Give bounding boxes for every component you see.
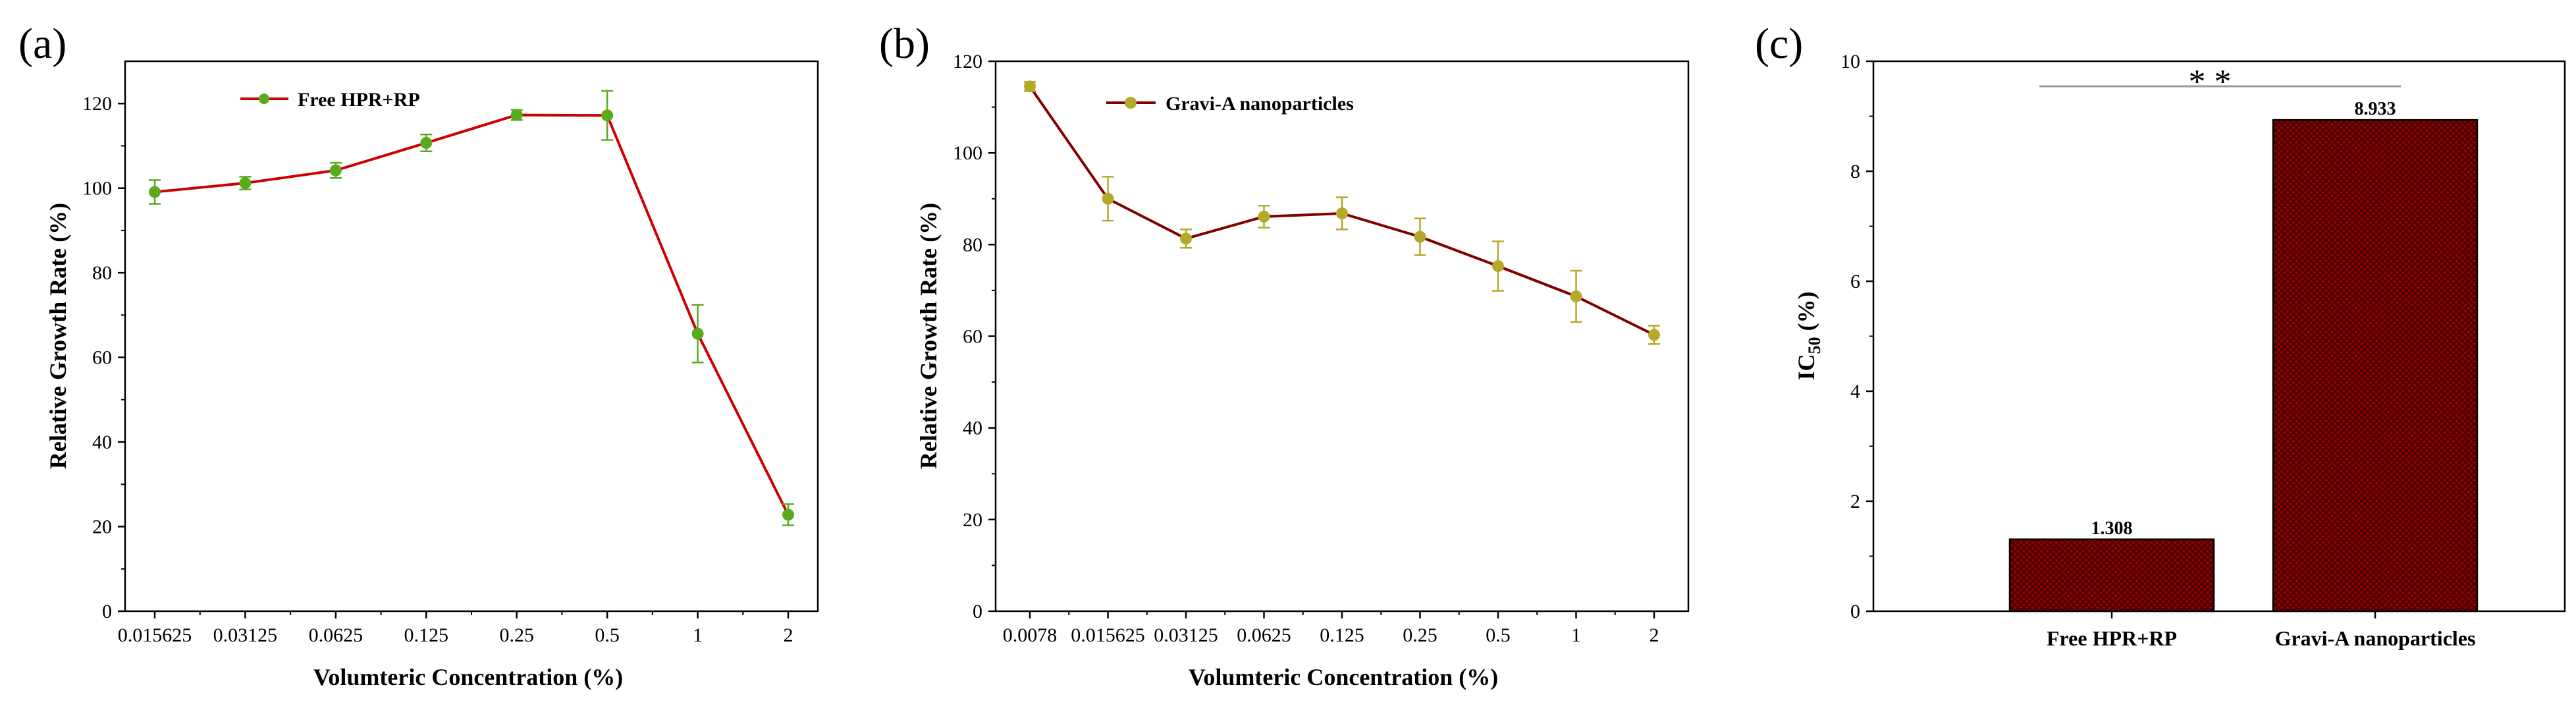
panel-b: (b) 0 20 40 60 80 100 120 0.0078 0.015625 0.0312… [879, 20, 1690, 690]
panel-b-x-tick-label-1: 0.015625 [1071, 624, 1145, 646]
panel-a-data-point-3 [420, 136, 433, 149]
panel-b-y-tick-label-6: 120 [953, 51, 982, 72]
panel-a-series [149, 90, 794, 526]
panel-a-data-point-7 [782, 508, 794, 521]
panel-a-legend: Free HPR+RP [240, 89, 420, 111]
panel-c-significance-stars: * * [2189, 63, 2232, 101]
panel-a-x-tick-label-1: 0.03125 [213, 624, 278, 646]
panel-a-legend-label: Free HPR+RP [298, 89, 420, 111]
panel-a-y-tick-label-3: 60 [92, 347, 112, 369]
panel-a-data-point-0 [149, 186, 161, 198]
panel-c-bar-0 [2008, 538, 2215, 613]
panel-c-bar-value-label-1: 8.933 [2355, 99, 2396, 119]
panel-a-x-tick-label-4: 0.25 [499, 624, 534, 646]
panel-c-significance: * * [2039, 63, 2401, 101]
panel-a-x-tick-label-2: 0.0625 [309, 624, 363, 646]
panel-a-y-tick-label-1: 20 [92, 516, 112, 538]
panel-a-y-tick-label-5: 100 [82, 178, 112, 200]
panel-a-y-tick-label-6: 120 [82, 93, 112, 115]
panel-c-bar-1 [2272, 119, 2479, 613]
panel-b-data-point-1 [1102, 192, 1114, 205]
panel-c-label: (c) [1755, 20, 1803, 68]
panel-b-y-title: Relative Growth Rate (%) [915, 203, 942, 469]
panel-b-data-point-0 [1024, 80, 1036, 93]
panel-b-legend: Gravi-A nanoparticles [1106, 93, 1354, 115]
panel-b-x-title: Volumteric Concentration (%) [1189, 664, 1499, 690]
panel-a-data-point-2 [329, 164, 342, 177]
panel-b-y-tick-label-2: 40 [963, 418, 982, 439]
panel-b-y-tick-label-0: 0 [973, 601, 982, 622]
panel-c-bars: 1.308 8.933 [2008, 99, 2479, 613]
panel-b-data-point-3 [1258, 210, 1270, 223]
panel-b-data-point-2 [1180, 232, 1192, 245]
panel-b-y-tick-label-5: 100 [953, 142, 982, 164]
panel-b-data-point-8 [1648, 329, 1660, 341]
panel-c-y-title: IC50 (%) [1793, 292, 1824, 381]
panel-b-frame [994, 60, 1690, 613]
panel-a-frame [124, 60, 819, 613]
panel-a-data-point-5 [601, 109, 614, 122]
panel-a-y-tick-label-2: 40 [92, 431, 112, 453]
panel-a-y-ticks: 0 20 40 60 80 100 120 [82, 93, 125, 622]
panel-a-x-title: Volumteric Concentration (%) [313, 664, 624, 690]
panel-b-data-point-4 [1336, 207, 1348, 220]
panel-b-legend-marker [1125, 97, 1137, 109]
panel-b-data-point-6 [1492, 260, 1504, 273]
panel-a-x-tick-label-6: 1 [693, 624, 703, 646]
panel-c-y-ticks: 0 2 4 6 8 10 [1840, 51, 1873, 622]
panel-c-y-tick-label-1: 2 [1850, 491, 1860, 512]
panel-b-x-tick-label-8: 2 [1650, 624, 1659, 646]
panel-a-y-tick-label-4: 80 [92, 262, 112, 284]
panel-c-y-tick-label-4: 8 [1850, 161, 1860, 182]
panel-b-y-tick-label-4: 80 [963, 234, 982, 256]
panel-b-y-tick-label-3: 60 [963, 326, 982, 348]
panel-c-bar-value-label-0: 1.308 [2091, 518, 2133, 539]
panel-a-x-tick-label-7: 2 [784, 624, 793, 646]
panel-a-data-point-1 [239, 177, 252, 189]
panel-a-x-tick-label-5: 0.5 [595, 624, 620, 646]
panel-c-x-category-label-1: Gravi-A nanoparticles [2275, 626, 2476, 650]
panel-a-data-point-4 [510, 109, 523, 121]
panel-a-y-title: Relative Growth Rate (%) [45, 203, 71, 469]
panel-b-x-tick-label-2: 0.03125 [1154, 624, 1218, 646]
panel-a-x-ticks: 0.015625 0.03125 0.0625 0.125 0.25 0.5 1 2 [118, 611, 793, 646]
panel-a-x-tick-label-0: 0.015625 [118, 624, 192, 646]
panel-a-series-line-0 [154, 113, 790, 516]
panel-b-legend-label: Gravi-A nanoparticles [1166, 93, 1354, 115]
panel-a-data-point-6 [691, 327, 704, 340]
panel-c-x-category-label-0: Free HPR+RP [2047, 626, 2177, 650]
panel-a-legend-marker [259, 94, 269, 104]
panel-b-data-point-7 [1570, 290, 1582, 302]
panel-c-y-tick-label-2: 4 [1850, 381, 1860, 402]
panel-c-y-tick-label-5: 10 [1840, 51, 1860, 72]
panel-c-y-tick-label-0: 0 [1850, 601, 1860, 622]
panel-b-y-ticks: 0 20 40 60 80 100 120 [953, 51, 996, 622]
panel-c-x-categories: Free HPR+RP Gravi-A nanoparticles [2047, 611, 2475, 650]
panel-a-label: (a) [18, 20, 67, 68]
panel-b-x-tick-label-6: 0.5 [1486, 624, 1511, 646]
panel-b-series [1024, 80, 1660, 345]
panel-b-data-point-5 [1414, 231, 1426, 243]
panel-c: (c) 0 2 4 6 8 10 1.308 8.933 Free HPR+RP Gravi-… [1755, 20, 2566, 650]
panel-c-y-tick-label-3: 6 [1850, 271, 1860, 292]
panel-b-x-tick-label-3: 0.0625 [1237, 624, 1291, 646]
panel-b-x-tick-label-4: 0.125 [1320, 624, 1364, 646]
panel-a: (a) 0 20 40 60 80 100 120 0.015625 0.03125 0.062… [18, 20, 819, 690]
panel-b-label: (b) [879, 20, 930, 68]
panel-b-x-tick-label-7: 1 [1571, 624, 1581, 646]
panel-b-x-ticks: 0.0078 0.015625 0.03125 0.0625 0.125 0.25 0.5 1… [1003, 611, 1659, 646]
panel-b-y-tick-label-1: 20 [963, 509, 982, 531]
panel-a-y-tick-label-0: 0 [102, 601, 112, 622]
panel-b-x-tick-label-5: 0.25 [1403, 624, 1437, 646]
panel-a-x-tick-label-3: 0.125 [404, 624, 449, 646]
panel-b-x-tick-label-0: 0.0078 [1003, 624, 1058, 646]
